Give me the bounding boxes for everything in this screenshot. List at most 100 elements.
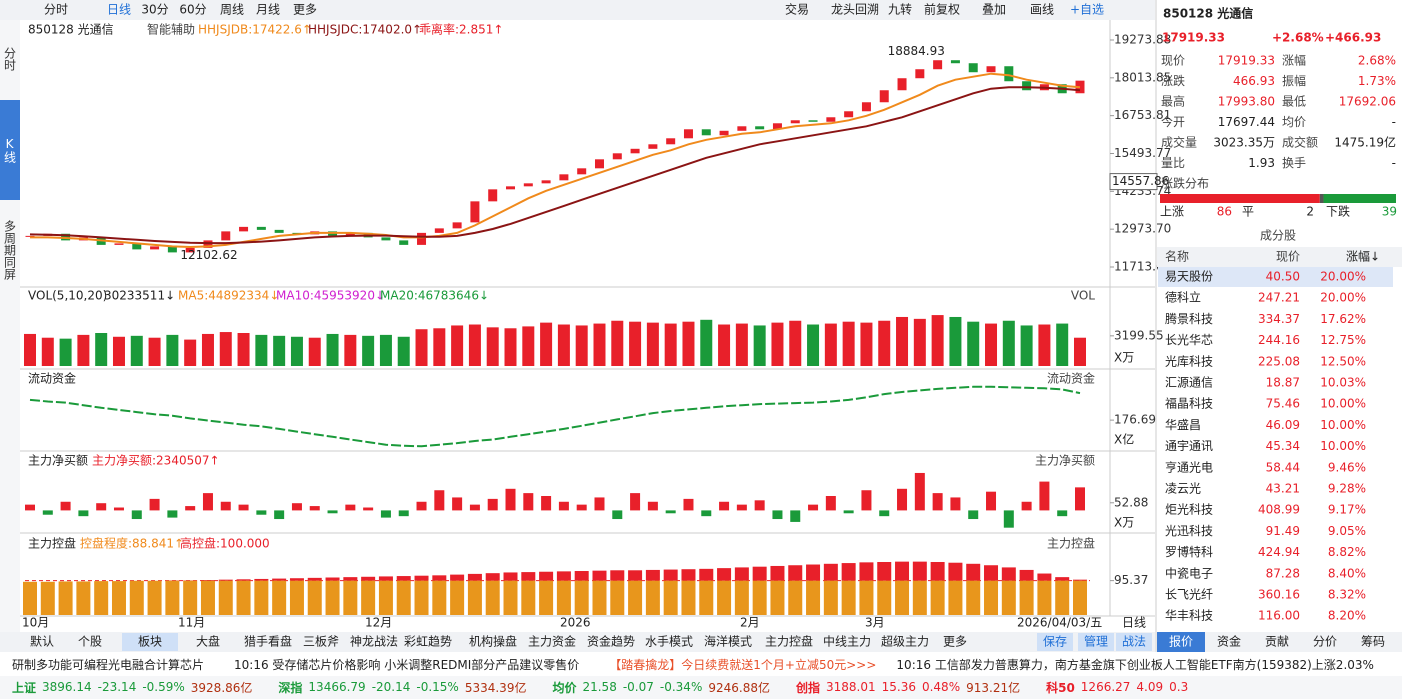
bottom-tab[interactable]: 神龙战法 xyxy=(350,635,398,649)
button-bg xyxy=(1037,633,1073,651)
toolbar-item[interactable]: 前复权 xyxy=(924,2,960,17)
control-bar-high xyxy=(628,570,643,581)
bottom-tab[interactable]: 彩虹趋势 xyxy=(404,635,452,649)
control-bar xyxy=(539,580,554,615)
candle xyxy=(897,78,907,91)
bottom-tab[interactable]: 更多 xyxy=(943,635,967,649)
stock-price: 40.50 xyxy=(1266,270,1300,284)
bottom-tab[interactable]: 海洋模式 xyxy=(704,634,752,649)
netbuy-bar xyxy=(647,501,658,511)
netbuy-bar xyxy=(1003,510,1014,528)
right-tab[interactable]: 报价 xyxy=(1169,634,1193,649)
toolbar-item[interactable]: 更多 xyxy=(293,3,317,17)
stock-price: 46.09 xyxy=(1266,418,1300,432)
toolbar-item[interactable]: 叠加 xyxy=(982,3,1006,17)
stock-name[interactable]: 易天股份 xyxy=(1165,270,1213,284)
netbuy-bar xyxy=(327,510,338,514)
stock-name[interactable]: 福晶科技 xyxy=(1165,396,1213,411)
control-bar-high xyxy=(236,579,251,581)
stock-name[interactable]: 华盛昌 xyxy=(1165,417,1201,432)
stock-name[interactable]: 凌云光 xyxy=(1165,482,1201,496)
toolbar-item[interactable]: 九转 xyxy=(888,2,912,17)
index-name: 科50 xyxy=(1046,680,1075,695)
toolbar-item[interactable]: 30分 xyxy=(141,3,168,17)
toolbar-item[interactable]: 日线 xyxy=(107,3,131,17)
stock-name[interactable]: 长光华芯 xyxy=(1165,333,1213,347)
toolbar-item[interactable]: 周线 xyxy=(220,3,244,17)
bottom-tab[interactable]: 个股 xyxy=(78,635,102,649)
stock-name[interactable]: 汇源通信 xyxy=(1165,376,1213,390)
control-bar xyxy=(521,580,536,615)
control-bar xyxy=(734,580,749,615)
y-tick-label: 18013.85 xyxy=(1114,70,1171,84)
stock-name[interactable]: 华丰科技 xyxy=(1165,609,1213,623)
bottom-button[interactable]: 战法 xyxy=(1122,635,1146,649)
stock-pct: 9.28% xyxy=(1328,482,1366,496)
toolbar-item[interactable]: 月线 xyxy=(256,3,280,17)
candle xyxy=(523,183,533,187)
right-tab[interactable]: 分价 xyxy=(1313,635,1337,649)
candle xyxy=(808,120,818,122)
bottom-tab[interactable]: 中线主力 xyxy=(823,634,871,649)
stock-name[interactable]: 通宇通讯 xyxy=(1165,439,1213,453)
control-bar xyxy=(94,581,109,615)
stock-name[interactable]: 炬光科技 xyxy=(1165,503,1213,517)
bottom-tab[interactable]: 资金趋势 xyxy=(587,634,635,649)
stock-name[interactable]: 腾景科技 xyxy=(1165,311,1213,326)
bottom-tab[interactable]: 猎手看盘 xyxy=(244,634,292,649)
right-tab[interactable]: 筹码 xyxy=(1361,635,1385,649)
quote-value: 1.73% xyxy=(1358,74,1396,88)
bottom-tab[interactable]: 默认 xyxy=(30,634,54,649)
candle xyxy=(986,66,996,73)
control-bar xyxy=(307,580,322,615)
sidebar-item[interactable]: 分时 xyxy=(2,47,17,71)
control-bar-high xyxy=(450,574,465,581)
chart-name: 850128 光通信 xyxy=(28,23,114,37)
right-tab[interactable]: 贡献 xyxy=(1265,634,1289,649)
bottom-tab[interactable]: 水手模式 xyxy=(645,635,693,649)
control-bar xyxy=(663,580,678,615)
x-tick-label: 11月 xyxy=(178,616,205,630)
bottom-button[interactable]: 管理 xyxy=(1084,634,1108,649)
toolbar-item[interactable]: 60分 xyxy=(179,3,206,17)
control-bar xyxy=(378,580,393,615)
toolbar-item[interactable]: +自选 xyxy=(1070,3,1104,17)
toolbar-item[interactable]: 分时 xyxy=(44,3,68,17)
right-tab[interactable]: 资金 xyxy=(1217,634,1241,649)
panel-header: MA10:45953920↓ xyxy=(276,289,385,303)
control-bar xyxy=(129,580,144,615)
bottom-tab[interactable]: 大盘 xyxy=(196,634,220,649)
bottom-tab[interactable]: 机构操盘 xyxy=(469,634,517,649)
bottom-tab[interactable]: 主力资金 xyxy=(528,634,576,649)
panel-borders xyxy=(20,286,1155,617)
index-name: 创指 xyxy=(795,680,820,695)
bottom-tab[interactable]: 板块 xyxy=(138,635,162,649)
control-bar-high xyxy=(1073,579,1087,581)
sidebar-item[interactable]: K线 xyxy=(2,137,17,163)
sidebar-item[interactable]: 多周期同屏 xyxy=(2,220,17,280)
column-header[interactable]: 涨幅↓ xyxy=(1346,249,1380,264)
stock-name[interactable]: 罗博特科 xyxy=(1165,544,1213,559)
index-value: 15.36 xyxy=(881,680,916,694)
stock-name[interactable]: 长飞光纤 xyxy=(1165,588,1213,602)
stock-name[interactable]: 德科立 xyxy=(1165,290,1201,305)
stock-name[interactable]: 光库科技 xyxy=(1165,353,1213,368)
bottom-tab[interactable]: 超级主力 xyxy=(881,634,929,649)
stock-name[interactable]: 中瓷电子 xyxy=(1165,565,1213,580)
stock-name[interactable]: 亨通光电 xyxy=(1165,459,1213,474)
stock-name[interactable]: 光迅科技 xyxy=(1165,524,1213,538)
toolbar-item[interactable]: 龙头回溯 xyxy=(831,2,879,17)
toolbar-item[interactable]: 画线 xyxy=(1030,3,1054,17)
bottom-button[interactable]: 保存 xyxy=(1043,635,1067,649)
stock-price: 225.08 xyxy=(1258,354,1300,368)
toolbar-item[interactable]: 交易 xyxy=(785,2,809,17)
bottom-tab[interactable]: 三板斧 xyxy=(303,635,339,649)
control-bar xyxy=(1055,580,1070,615)
index-name: 深指 xyxy=(278,680,303,695)
control-bar xyxy=(788,580,803,615)
breadth-label: 下跌 xyxy=(1326,204,1350,219)
quote-value: - xyxy=(1392,115,1396,129)
bottom-tab[interactable]: 主力控盘 xyxy=(765,634,813,649)
panel-header: 流动资金 xyxy=(28,371,76,386)
breadth-down xyxy=(1323,194,1396,203)
